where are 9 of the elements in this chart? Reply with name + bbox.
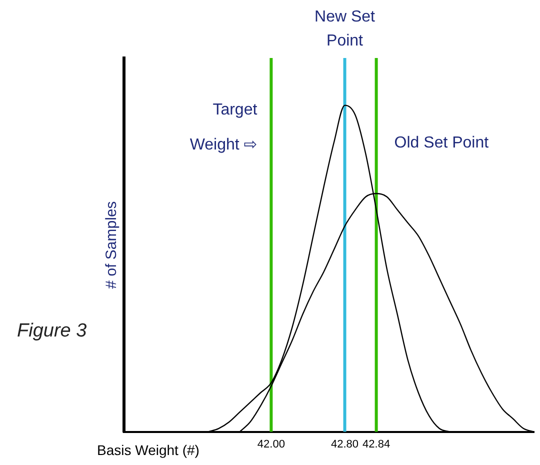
x-tick-label: 42.80 [331,438,359,450]
y-axis-title: # of Samples [103,201,120,289]
ref-line-label: New Set Point [314,8,376,50]
x-tick-label: 42.00 [257,438,285,450]
x-axis-title: Basis Weight (#) [97,442,200,458]
x-tick-label: 42.84 [362,438,390,450]
ref-line-label: Old Set Point [394,134,490,152]
caption: Figure 3 [17,320,88,342]
ref-line-label: Target Weight ⇨ [190,101,258,154]
